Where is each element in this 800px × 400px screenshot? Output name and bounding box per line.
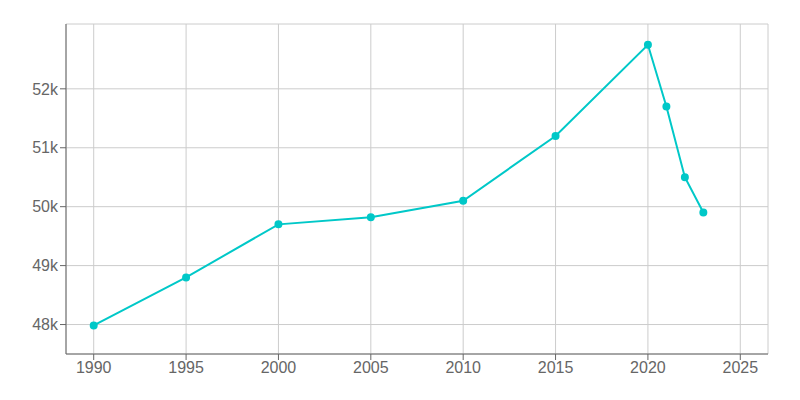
svg-text:2015: 2015 [538, 359, 574, 376]
svg-text:51k: 51k [32, 139, 59, 156]
svg-text:2010: 2010 [445, 359, 481, 376]
svg-text:2025: 2025 [722, 359, 758, 376]
svg-text:49k: 49k [32, 257, 59, 274]
svg-text:52k: 52k [32, 81, 59, 98]
svg-text:2020: 2020 [630, 359, 666, 376]
svg-text:48k: 48k [32, 316, 59, 333]
svg-text:2005: 2005 [353, 359, 389, 376]
svg-text:2000: 2000 [261, 359, 297, 376]
svg-text:50k: 50k [32, 198, 59, 215]
svg-text:1995: 1995 [168, 359, 204, 376]
svg-text:1990: 1990 [76, 359, 112, 376]
